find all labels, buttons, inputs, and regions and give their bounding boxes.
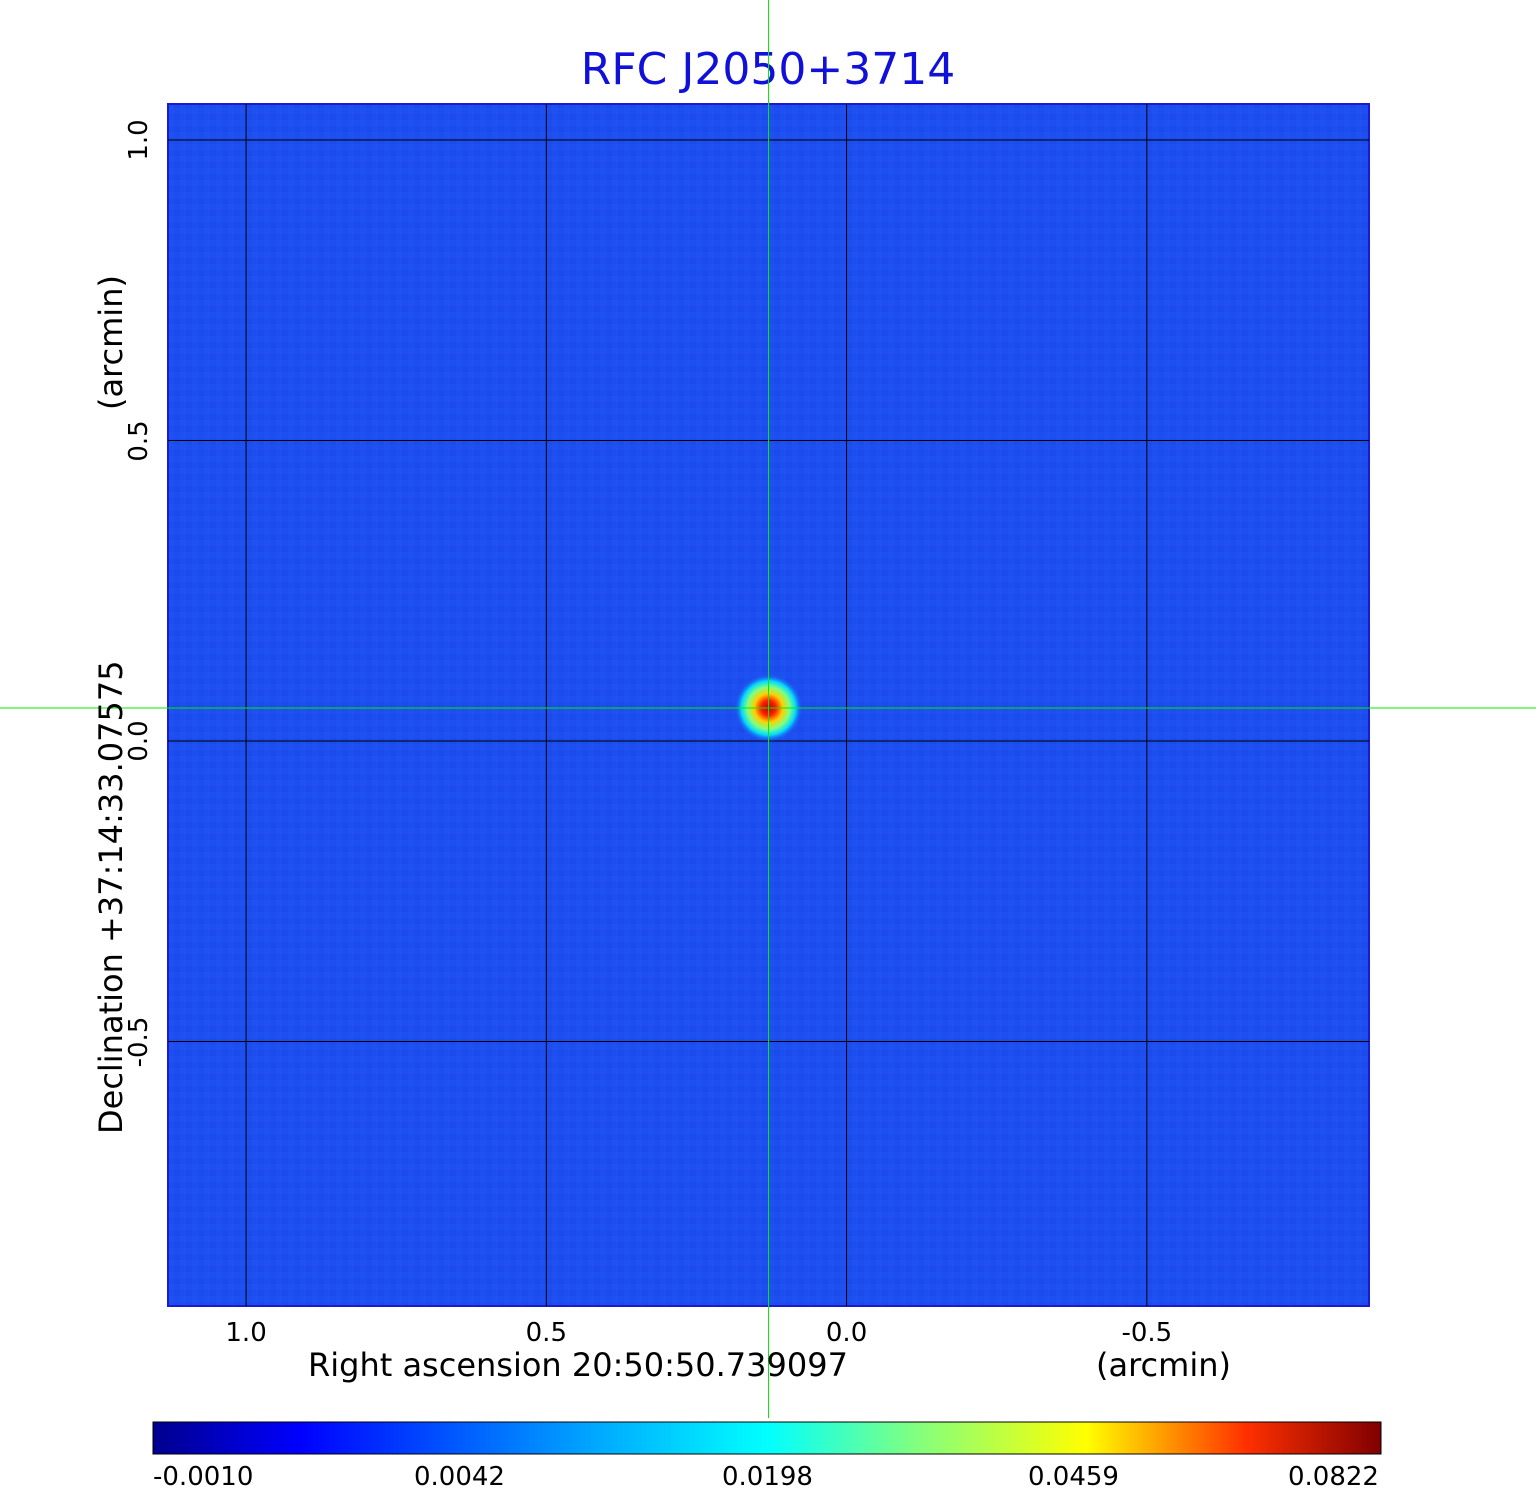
chart-title: RFC J2050+3714 <box>580 44 956 95</box>
y-axis-label: Declination +37:14:33.07575 <box>92 660 130 1134</box>
colorbar-tick-label: 0.0198 <box>722 1462 813 1492</box>
x-tick-label: -0.5 <box>1121 1318 1173 1348</box>
colorbar-tick-label: 0.0042 <box>414 1462 505 1492</box>
y-axis-unit: (arcmin) <box>92 275 130 410</box>
colorbar-tick-label: -0.0010 <box>153 1462 254 1492</box>
y-tick-label: 1.0 <box>124 119 154 161</box>
x-axis-unit: (arcmin) <box>1096 1346 1231 1384</box>
x-axis-label: Right ascension 20:50:50.739097 <box>308 1346 848 1384</box>
x-tick-label: 0.5 <box>525 1318 567 1348</box>
x-tick-label: 1.0 <box>225 1318 267 1348</box>
y-tick-label: 0.5 <box>124 419 154 462</box>
colorbar-tick-label: 0.0459 <box>1028 1462 1119 1492</box>
x-tick-label: 0.0 <box>825 1318 868 1348</box>
colorbar <box>152 1421 1382 1455</box>
crosshair <box>0 0 1536 1418</box>
colorbar-tick-label: 0.0822 <box>1288 1462 1379 1492</box>
